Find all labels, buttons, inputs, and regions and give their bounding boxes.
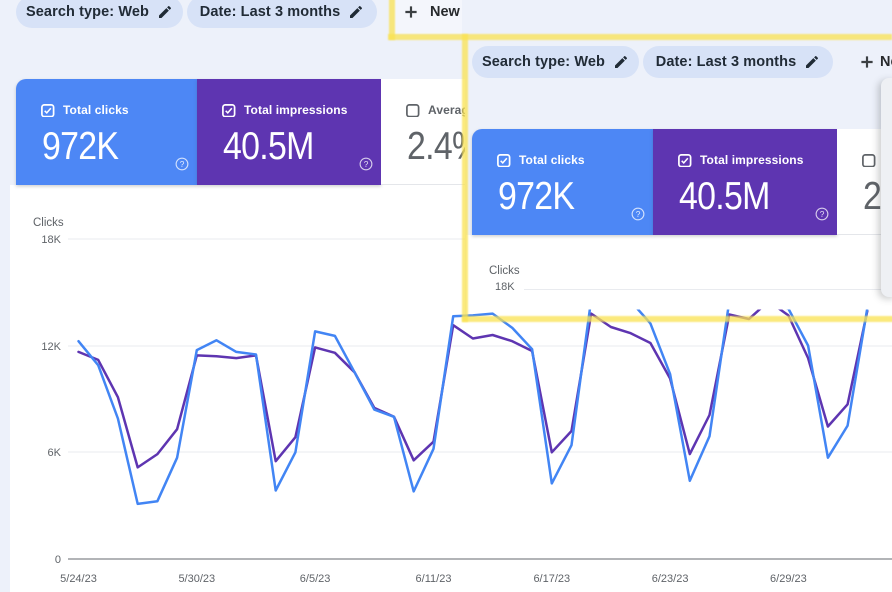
svg-text:18K: 18K xyxy=(41,234,61,246)
svg-text:?: ? xyxy=(364,159,369,169)
svg-text:?: ? xyxy=(820,209,825,219)
svg-text:12K: 12K xyxy=(41,341,61,353)
svg-text:?: ? xyxy=(180,159,185,169)
svg-text:6/23/23: 6/23/23 xyxy=(652,573,689,585)
svg-text:6/11/23: 6/11/23 xyxy=(416,573,452,585)
svg-text:?: ? xyxy=(636,209,641,219)
svg-text:5/30/23: 5/30/23 xyxy=(178,573,215,585)
svg-text:6/5/23: 6/5/23 xyxy=(300,573,331,585)
svg-text:6/17/23: 6/17/23 xyxy=(533,573,570,585)
svg-text:0: 0 xyxy=(55,554,61,566)
svg-text:6K: 6K xyxy=(48,447,62,459)
svg-text:6/29/23: 6/29/23 xyxy=(770,573,807,585)
svg-text:Clicks: Clicks xyxy=(33,217,64,229)
svg-text:5/24/23: 5/24/23 xyxy=(60,573,97,585)
